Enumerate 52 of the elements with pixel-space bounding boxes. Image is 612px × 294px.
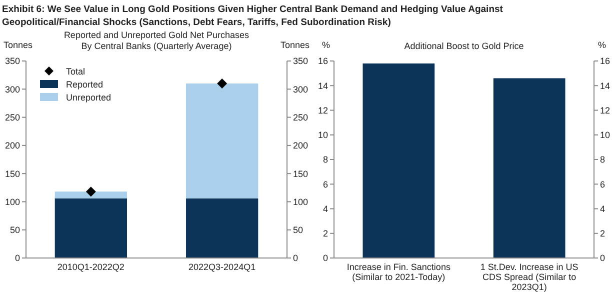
y2-axis-title: Tonnes bbox=[280, 40, 310, 50]
y-tick-label: 4 bbox=[322, 204, 328, 214]
y2-tick-label: 0 bbox=[293, 253, 298, 264]
y-tick-label: 200 bbox=[4, 140, 20, 151]
chart-title: Additional Boost to Gold Price bbox=[404, 41, 524, 51]
y2-tick-label: 250 bbox=[293, 112, 308, 122]
y-tick-label: 0 bbox=[322, 253, 328, 264]
y-tick-label: 12 bbox=[318, 105, 328, 116]
chart-title: Exhibit 6: We See Value in Long Gold Positions Given Higher Central Bank Demand and Hedging Value Against Geopolitical/Financial Shocks (Sanctions, Debt Fears, Tariffs, Fed Subordination Risk) bbox=[2, 4, 504, 28]
y-tick-label: 50 bbox=[10, 225, 20, 236]
y-tick-label: 300 bbox=[4, 84, 20, 94]
y-tick-label: 100 bbox=[4, 196, 20, 207]
y-tick-label: 8 bbox=[322, 154, 328, 165]
x-tick-label: Increase in Fin. Sanctions (Similar to 2021-Today) bbox=[346, 262, 451, 282]
y2-tick-label: 100 bbox=[293, 196, 308, 207]
y2-tick-label: 16 bbox=[600, 56, 610, 66]
y2-tick-label: 150 bbox=[293, 168, 308, 179]
y-tick-label: 150 bbox=[4, 168, 20, 179]
y2-tick-label: 10 bbox=[600, 130, 610, 140]
y2-tick-label: 50 bbox=[293, 225, 304, 236]
legend-label: Unreported bbox=[66, 92, 112, 102]
bar bbox=[186, 198, 258, 258]
bar bbox=[54, 192, 127, 198]
y2-axis-title: % bbox=[598, 40, 606, 50]
y-tick-label: 350 bbox=[4, 56, 20, 66]
y2-tick-label: 12 bbox=[600, 105, 610, 116]
y2-tick-label: 6 bbox=[600, 179, 606, 190]
y-axis-title: % bbox=[322, 40, 330, 50]
y-tick-label: 16 bbox=[318, 56, 328, 66]
legend-label: Total bbox=[66, 66, 86, 76]
bar bbox=[54, 198, 127, 258]
y2-tick-label: 4 bbox=[600, 204, 606, 214]
y2-tick-label: 8 bbox=[600, 154, 606, 165]
y2-tick-label: 0 bbox=[600, 253, 606, 264]
x-tick-label: 2022Q3-2024Q1 bbox=[188, 262, 256, 272]
y2-tick-label: 2 bbox=[600, 228, 606, 239]
y2-tick-label: 14 bbox=[600, 80, 610, 91]
y-tick-label: 0 bbox=[14, 253, 20, 264]
y-tick-label: 2 bbox=[322, 228, 328, 239]
y-axis-title: Tonnes bbox=[3, 40, 34, 50]
y-tick-label: 6 bbox=[322, 179, 328, 190]
y-tick-label: 14 bbox=[318, 80, 328, 91]
y-tick-label: 250 bbox=[4, 112, 20, 122]
y-tick-label: 10 bbox=[318, 130, 328, 140]
legend-label: Reported bbox=[66, 80, 104, 90]
x-tick-label: 1 St.Dev. Increase in US CDS Spread (Similar to 2023Q1) bbox=[480, 262, 578, 292]
x-tick-label: 2010Q1-2022Q2 bbox=[57, 262, 124, 272]
y2-tick-label: 350 bbox=[293, 56, 308, 66]
chart-subtitle: Reported and Unreported Gold Net Purchases By Central Banks (Quarterly Average) bbox=[64, 30, 250, 51]
y2-tick-label: 300 bbox=[293, 84, 308, 94]
bar bbox=[186, 84, 258, 198]
y2-tick-label: 200 bbox=[293, 140, 308, 151]
